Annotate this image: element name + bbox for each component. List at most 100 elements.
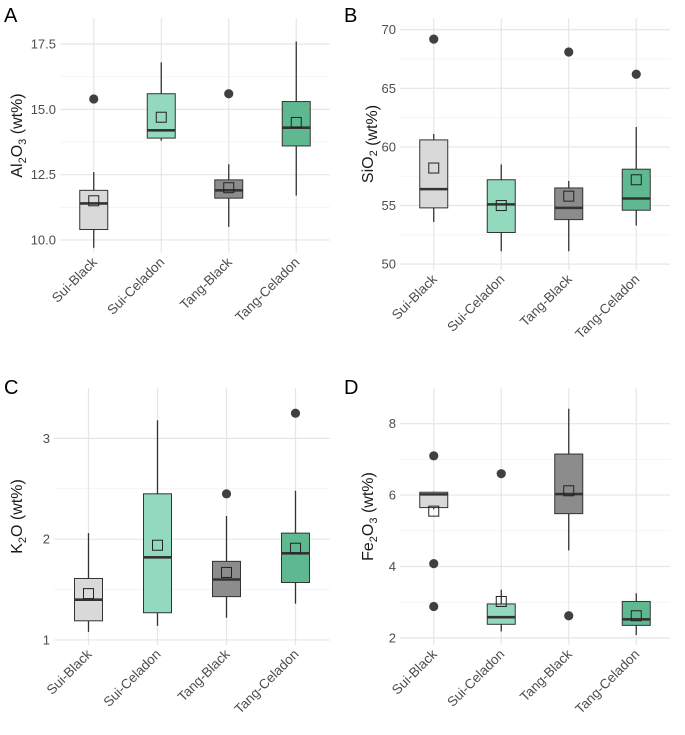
- box-sui-celadon: [146, 62, 176, 141]
- iqr-box: [419, 139, 449, 209]
- y-tick-label: 2: [389, 630, 396, 645]
- box-sui-black: [79, 94, 109, 248]
- category-label: Tang-Celadon: [572, 647, 642, 717]
- box-tang-black: [214, 89, 244, 227]
- y-tick-label: 8: [389, 416, 396, 431]
- box-sui-celadon: [486, 469, 516, 632]
- category-label: Sui-Black: [49, 254, 100, 305]
- box-tang-black: [554, 47, 584, 252]
- ylabel-text: (wt%): [360, 472, 377, 517]
- category-label: Tang-Black: [177, 254, 235, 312]
- ylabel-subscript: 2: [368, 536, 380, 542]
- mean-marker: [83, 588, 94, 600]
- mean-marker: [563, 190, 575, 202]
- iqr-box: [621, 168, 651, 211]
- box-tang-celadon: [621, 593, 651, 636]
- iqr-box: [143, 493, 172, 614]
- iqr-box: [214, 179, 244, 199]
- mean-marker: [563, 485, 575, 497]
- y-tick-label: 12.5: [31, 167, 56, 182]
- outlier-point: [429, 451, 439, 461]
- iqr-box: [486, 603, 516, 625]
- panel-b: 50 55 60 65 70 Sui-Black Sui-Celadon Tang-Black…: [344, 5, 670, 342]
- outlier-point: [631, 69, 641, 79]
- y-tick-label: 60: [382, 139, 396, 154]
- ylabel-text: SiO: [360, 156, 377, 183]
- iqr-box: [419, 491, 449, 509]
- mean-marker: [88, 195, 100, 207]
- iqr-box: [554, 453, 584, 515]
- category-label: Tang-Black: [517, 646, 575, 704]
- box-sui-black: [74, 533, 103, 632]
- category-label: Tang-Celadon: [572, 272, 642, 342]
- y-tick-label: 15.0: [31, 102, 56, 117]
- mean-marker: [221, 566, 232, 578]
- panel-label: D: [344, 377, 358, 399]
- ylabel-subscript: 2: [17, 157, 29, 163]
- y-tick-label: 50: [382, 257, 396, 272]
- box-tang-celadon: [621, 69, 651, 226]
- y-tick-label: 2: [43, 532, 50, 547]
- ylabel-subscript: 2: [368, 150, 380, 156]
- y-tick-label: 3: [43, 431, 50, 446]
- panel-a: 10.0 12.5 15.0 17.5 Sui-Black Sui-Celadon Tang…: [4, 5, 330, 325]
- box-sui-celadon: [486, 164, 516, 252]
- mean-marker: [290, 116, 302, 128]
- y-tick-label: 6: [389, 488, 396, 503]
- category-label: Sui-Celadon: [104, 255, 167, 318]
- ylabel-subscript: 3: [368, 517, 380, 523]
- box-tang-black: [212, 489, 241, 618]
- iqr-box: [79, 189, 109, 230]
- box-tang-black: [554, 408, 584, 621]
- mean-marker: [223, 182, 235, 194]
- iqr-box: [621, 600, 651, 626]
- category-label: Sui-Black: [389, 271, 440, 322]
- outlier-point: [564, 611, 574, 621]
- outlier-point: [429, 601, 439, 612]
- mean-marker: [428, 505, 440, 517]
- ylabel-text: (wt%): [9, 93, 26, 138]
- y-axis-label: SiO2 (wt%): [360, 105, 381, 183]
- ylabel-text: O: [9, 145, 26, 157]
- y-axis-label: K2O (wt%): [9, 479, 29, 554]
- outlier-point: [429, 559, 439, 569]
- outlier-point: [429, 34, 439, 44]
- mean-marker: [290, 542, 301, 554]
- ylabel-text: Al: [9, 163, 26, 177]
- mean-marker: [630, 610, 642, 622]
- panel-label: B: [344, 5, 357, 27]
- outlier-point: [89, 94, 99, 104]
- mean-marker: [495, 200, 507, 212]
- mean-marker: [155, 111, 167, 123]
- category-label: Tang-Celadon: [232, 647, 302, 717]
- box-sui-celadon: [143, 420, 172, 626]
- category-label: Sui-Celadon: [444, 647, 507, 710]
- y-tick-label: 10.0: [31, 232, 56, 247]
- y-axis-label: Al2O3 (wt%): [9, 93, 29, 177]
- panel-label: A: [4, 5, 18, 27]
- box-sui-black: [419, 451, 449, 612]
- y-tick-label: 70: [382, 22, 396, 37]
- y-tick-label: 55: [382, 198, 396, 213]
- outlier-point: [496, 469, 506, 479]
- category-label: Tang-Black: [175, 646, 233, 704]
- category-label: Sui-Black: [44, 646, 95, 697]
- outlier-point: [224, 89, 234, 99]
- outlier-point: [290, 408, 301, 418]
- ylabel-subscript: 3: [17, 139, 29, 145]
- ylabel-text: Fe: [360, 542, 377, 561]
- y-tick-label: 17.5: [31, 37, 56, 52]
- category-label: Tang-Black: [517, 271, 575, 329]
- iqr-box: [281, 532, 310, 584]
- panel-label: C: [4, 377, 18, 399]
- outlier-point: [221, 489, 232, 499]
- ylabel-text: O: [9, 525, 26, 537]
- category-label: Sui-Black: [389, 646, 440, 697]
- y-axis-label: Fe2O3 (wt%): [360, 472, 380, 561]
- iqr-box: [486, 179, 516, 233]
- category-label: Sui-Celadon: [444, 272, 507, 335]
- y-tick-label: 65: [382, 81, 396, 96]
- outlier-point: [564, 47, 574, 57]
- box-tang-celadon: [281, 41, 311, 196]
- mean-marker: [630, 174, 642, 186]
